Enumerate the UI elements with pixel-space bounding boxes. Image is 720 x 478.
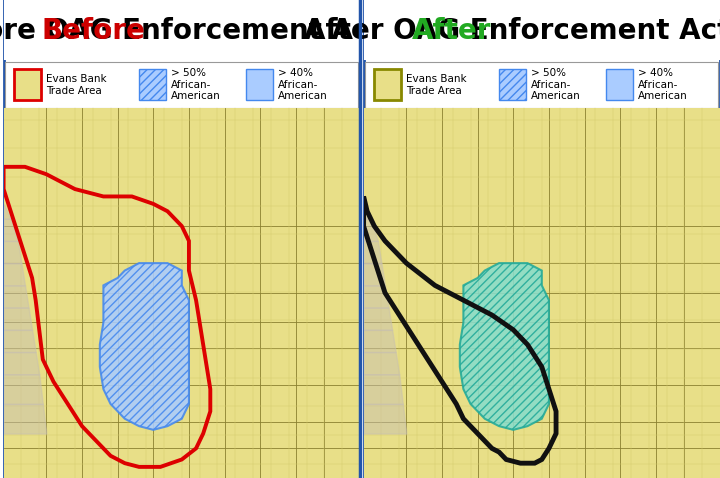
Polygon shape bbox=[460, 263, 549, 430]
Bar bbox=[364, 0, 720, 60]
Text: After: After bbox=[412, 17, 491, 45]
Bar bbox=[499, 69, 526, 100]
Bar bbox=[246, 69, 273, 100]
Text: Before: Before bbox=[41, 17, 145, 45]
Text: After OAG Enforcement Action: After OAG Enforcement Action bbox=[305, 17, 720, 45]
Text: > 40%
African-
American: > 40% African- American bbox=[278, 68, 328, 101]
Polygon shape bbox=[100, 263, 189, 430]
Text: Evans Bank
Trade Area: Evans Bank Trade Area bbox=[406, 74, 467, 96]
Text: > 50%
African-
American: > 50% African- American bbox=[531, 68, 581, 101]
Text: > 50%
African-
American: > 50% African- American bbox=[171, 68, 221, 101]
Bar bbox=[365, 62, 719, 108]
Text: > 40%
African-
American: > 40% African- American bbox=[638, 68, 688, 101]
Bar bbox=[14, 69, 41, 100]
Bar bbox=[374, 69, 401, 100]
Bar bbox=[4, 0, 360, 60]
Bar bbox=[139, 69, 166, 100]
Bar bbox=[364, 108, 720, 478]
Text: Evans Bank
Trade Area: Evans Bank Trade Area bbox=[46, 74, 107, 96]
Bar bbox=[4, 108, 360, 478]
Bar bbox=[5, 62, 359, 108]
Text: Before OAG Enforcement Action: Before OAG Enforcement Action bbox=[0, 17, 431, 45]
Bar bbox=[606, 69, 633, 100]
